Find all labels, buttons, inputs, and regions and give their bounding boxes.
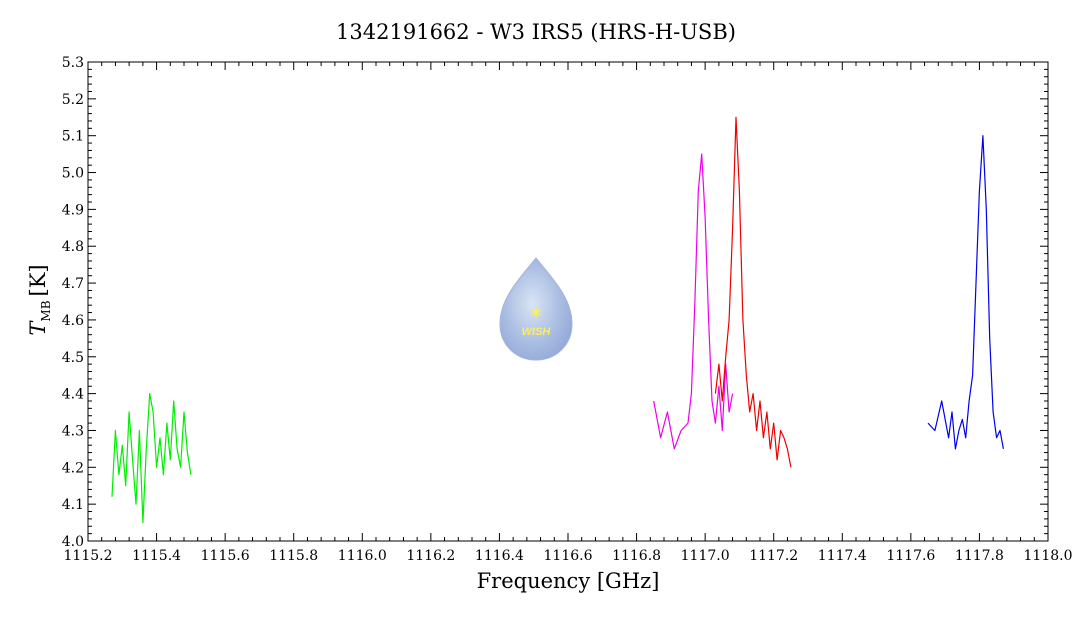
y-label-subscript: MB: [39, 300, 53, 321]
watermark-logo: ✶ WISH: [499, 257, 573, 361]
axis-ticks: 1115.2 1115.4 1115.6 1115.8 1116.0 1116.2 1116…: [62, 55, 1072, 564]
x-tick-label: 1116.8: [612, 548, 661, 564]
chart-title: 1342191662 - W3 IRS5 (HRS-H-USB): [336, 20, 736, 44]
x-axis-label: Frequency [GHz]: [477, 569, 660, 593]
y-tick-label: 4.0: [62, 534, 84, 550]
series-layer: [111, 116, 1004, 524]
x-tick-label: 1116.6: [544, 548, 593, 564]
y-label-symbol: T: [26, 320, 50, 336]
y-tick-label: 4.1: [62, 497, 84, 513]
y-tick-label: 4.7: [62, 276, 84, 292]
logo-text: WISH: [522, 326, 552, 338]
x-tick-label: 1117.2: [749, 548, 798, 564]
y-tick-label: 4.4: [62, 387, 84, 403]
x-tick-label: 1115.8: [269, 548, 318, 564]
x-tick-label: 1117.6: [886, 548, 935, 564]
x-tick-label: 1117.0: [681, 548, 730, 564]
y-tick-label: 5.0: [62, 166, 84, 182]
x-tick-label: 1115.2: [64, 548, 113, 564]
spectrum-series-2: [653, 153, 734, 450]
x-tick-label: 1116.4: [475, 548, 524, 564]
y-tick-label: 4.5: [62, 350, 84, 366]
x-tick-label: 1116.0: [338, 548, 387, 564]
svg-text:TMB[K]: TMB [K]: [26, 264, 53, 335]
y-tick-label: 4.6: [62, 313, 84, 329]
y-label-unit: [K]: [26, 264, 50, 296]
y-tick-label: 4.9: [62, 202, 84, 218]
plot-frame: [87, 61, 1049, 542]
y-tick-label: 4.2: [62, 460, 84, 476]
y-tick-label: 4.3: [62, 423, 84, 439]
x-tick-label: 1116.2: [406, 548, 455, 564]
x-tick-label: 1115.6: [201, 548, 250, 564]
x-tick-label: 1117.4: [818, 548, 867, 564]
spectrum-series-1: [111, 393, 192, 524]
y-tick-label: 5.3: [62, 55, 84, 71]
spectrum-series-3: [714, 116, 792, 468]
wish-drop-icon: [499, 257, 573, 361]
x-tick-label: 1118.0: [1024, 548, 1072, 564]
star-icon: ✶: [528, 303, 543, 323]
y-axis-label: TMB [K]: [26, 264, 53, 335]
x-tick-label: 1117.8: [955, 548, 1004, 564]
y-tick-label: 5.2: [62, 92, 84, 108]
y-tick-label: 4.8: [62, 239, 84, 255]
y-tick-label: 5.1: [62, 129, 84, 145]
x-tick-label: 1115.4: [132, 548, 181, 564]
spectrum-series-4: [927, 135, 1004, 450]
